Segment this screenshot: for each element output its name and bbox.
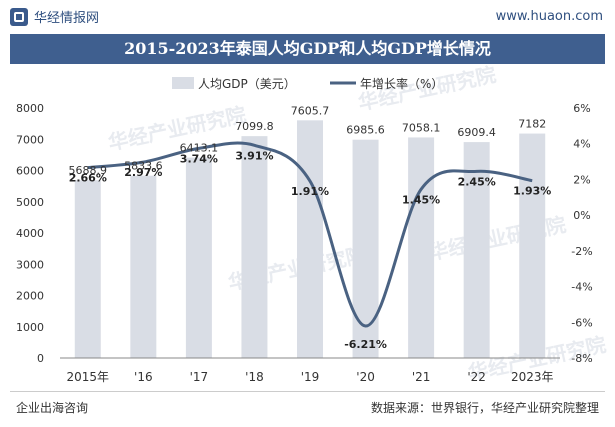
line-value-label: -6.21% [344,338,387,351]
legend-bar-swatch [172,77,194,89]
y-right-tick-label: 0% [573,209,590,222]
logo-icon [10,7,28,26]
brand[interactable]: 华经情报网 [10,7,99,26]
footer: 企业出海咨询 数据来源：世界银行，华经产业研究院整理 [10,391,605,422]
y-right-tick-label: -8% [571,352,592,365]
bar [297,120,323,359]
line-value-label: 3.74% [180,152,218,165]
top-bar: 华经情报网 www.huaon.com [0,0,615,34]
growth-line [87,141,533,328]
bar-value-label: 5688.9 [69,164,108,177]
y-left-tick-label: 0 [37,352,44,365]
y-right-tick-label: -2% [571,245,592,258]
bar [185,157,212,358]
line-value-label: 1.91% [291,185,329,198]
x-tick-label: '18 [245,370,264,384]
bar [463,142,490,358]
y-left-tick-label: 4000 [16,227,44,240]
line-value-label: 1.45% [402,193,440,206]
line-value-label: 2.45% [458,175,496,188]
bar [408,137,435,358]
y-left-tick-label: 2000 [16,290,44,303]
line-value-label: 3.91% [235,149,273,162]
bar [130,175,157,358]
watermark-3: 华经产业研究院 [426,212,568,265]
line-value-label: 1.93% [513,185,551,198]
y-right-tick-label: 6% [573,102,590,115]
line-value-label: 2.66% [69,172,107,185]
bar-value-label: 6413.1 [180,142,219,155]
y-left-tick-label: 7000 [16,133,44,146]
y-right-tick-label: -6% [571,316,592,329]
bar-value-label: 6909.4 [457,126,496,139]
line-value-label: 2.97% [124,166,162,179]
bar [519,133,546,358]
bar-value-label: 5833.6 [124,160,163,173]
x-tick-label: 2015年 [67,370,110,384]
x-tick-label: 2023年 [511,370,554,384]
brand-name: 华经情报网 [34,11,100,26]
y-left-tick-label: 3000 [16,258,44,271]
y-left-tick-label: 8000 [16,102,44,115]
bar [74,180,101,358]
bar-value-label: 7605.7 [291,104,330,117]
y-right-tick-label: 4% [573,138,590,151]
watermark-0: 华经产业研究院 [106,102,248,155]
x-tick-label: '17 [190,370,209,384]
legend-line-label: 年增长率（%） [360,76,443,91]
data-source: 数据来源：世界银行，华经产业研究院整理 [370,401,599,415]
bar-value-label: 7099.8 [235,120,274,133]
title-bar: 2015-2023年泰国人均GDP和人均GDP增长情况 [10,34,605,64]
y-right-tick-label: 2% [573,173,590,186]
bar-value-label: 7182 [518,118,546,131]
legend-bar-label: 人均GDP（美元） [198,77,296,91]
x-tick-label: '20 [356,370,375,384]
bar-value-label: 7058.1 [402,121,441,134]
chart-title: 2015-2023年泰国人均GDP和人均GDP增长情况 [124,39,491,58]
x-tick-label: '16 [134,370,153,384]
bar [241,136,268,358]
footer-note: 企业出海咨询 [16,401,89,415]
bar-value-label: 6985.6 [346,124,385,137]
site-url[interactable]: www.huaon.com [495,9,603,24]
y-left-tick-label: 1000 [16,321,44,334]
x-tick-label: '19 [301,370,320,384]
y-left-tick-label: 6000 [16,165,44,178]
y-left-tick-label: 5000 [16,196,44,209]
x-tick-label: '22 [467,370,486,384]
y-right-tick-label: -4% [571,281,592,294]
x-tick-label: '21 [412,370,431,384]
